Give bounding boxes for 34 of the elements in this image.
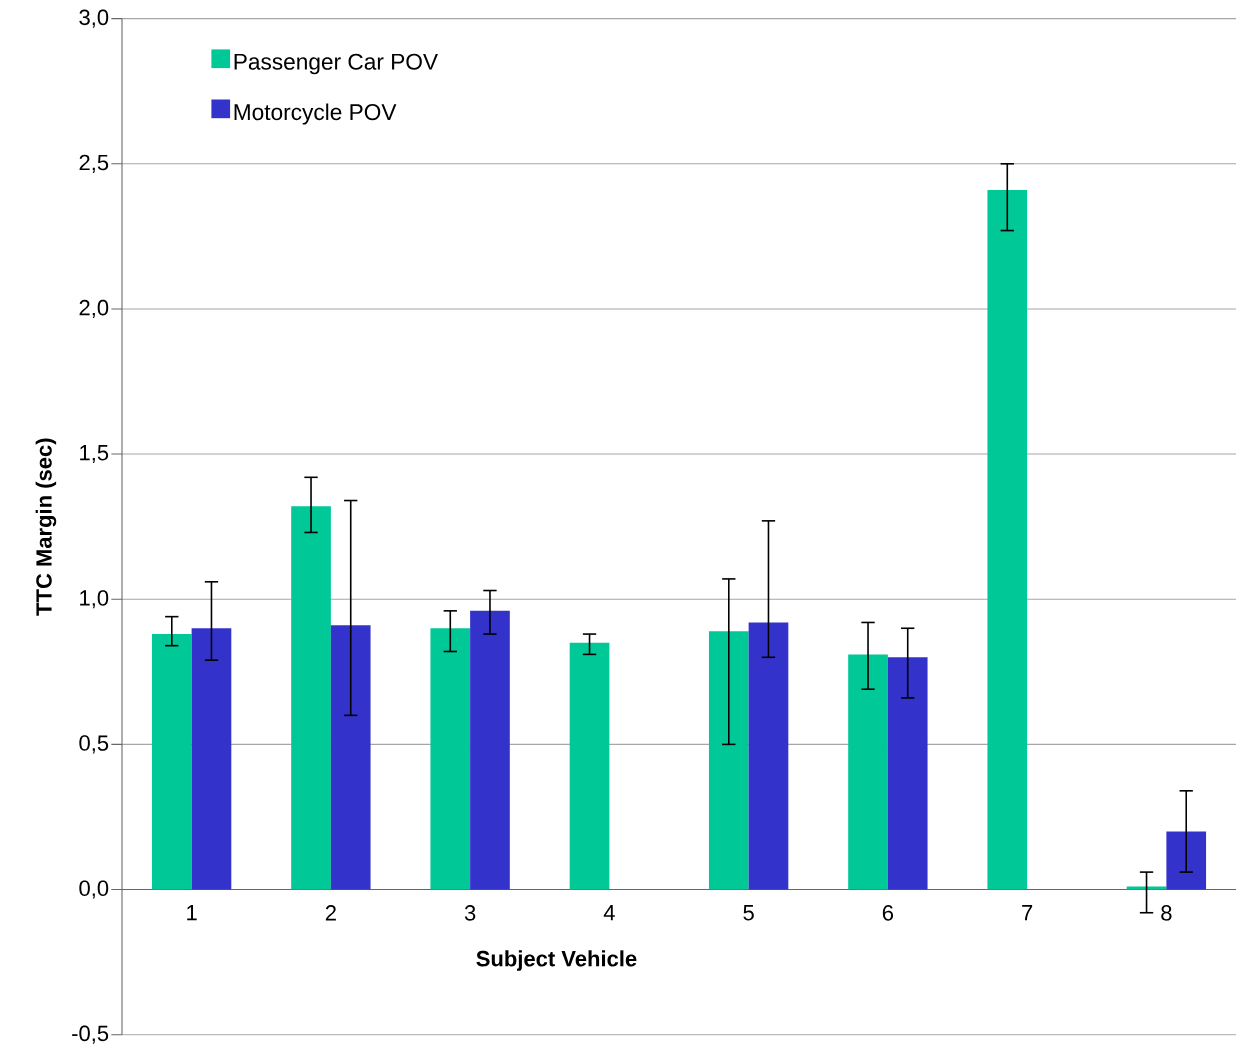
x-axis-title: Subject Vehicle (476, 950, 637, 971)
bar (887, 657, 928, 890)
x-tick-label: 8 (1161, 904, 1172, 921)
bar (987, 189, 1028, 890)
x-tick-label: 1 (187, 904, 197, 921)
bar (748, 622, 789, 890)
bar (1126, 886, 1167, 890)
legend-label: Motorcycle POV (234, 103, 397, 125)
y-tick-label: 1,0 (80, 589, 109, 609)
y-tick-label: 0,0 (79, 880, 109, 899)
y-tick-label: 2,5 (79, 154, 109, 173)
bar (848, 654, 888, 890)
x-tick-label: 7 (1022, 904, 1033, 921)
bar (569, 642, 610, 890)
y-tick-label: 0,5 (79, 735, 109, 754)
bar (430, 628, 471, 890)
y-tick-label: 2,0 (79, 299, 109, 318)
bar (1166, 831, 1207, 890)
x-tick-label: 2 (325, 904, 336, 921)
bar (708, 631, 749, 890)
legend-label: Passenger Car POV (234, 53, 438, 75)
x-tick-label: 3 (464, 904, 476, 921)
bar (191, 628, 232, 890)
bar (470, 610, 510, 890)
x-tick-label: 5 (743, 904, 754, 921)
bar (151, 633, 192, 890)
x-tick-label: 4 (603, 904, 615, 921)
x-tick-label: 6 (882, 904, 894, 921)
bar (291, 506, 331, 890)
y-tick-label: -0,5 (72, 1025, 109, 1044)
bar (330, 625, 371, 890)
y-tick-label: 1,5 (80, 444, 109, 463)
y-tick-label: 3,0 (79, 9, 109, 28)
y-axis-title: TTC Margin (sec) (35, 438, 57, 616)
